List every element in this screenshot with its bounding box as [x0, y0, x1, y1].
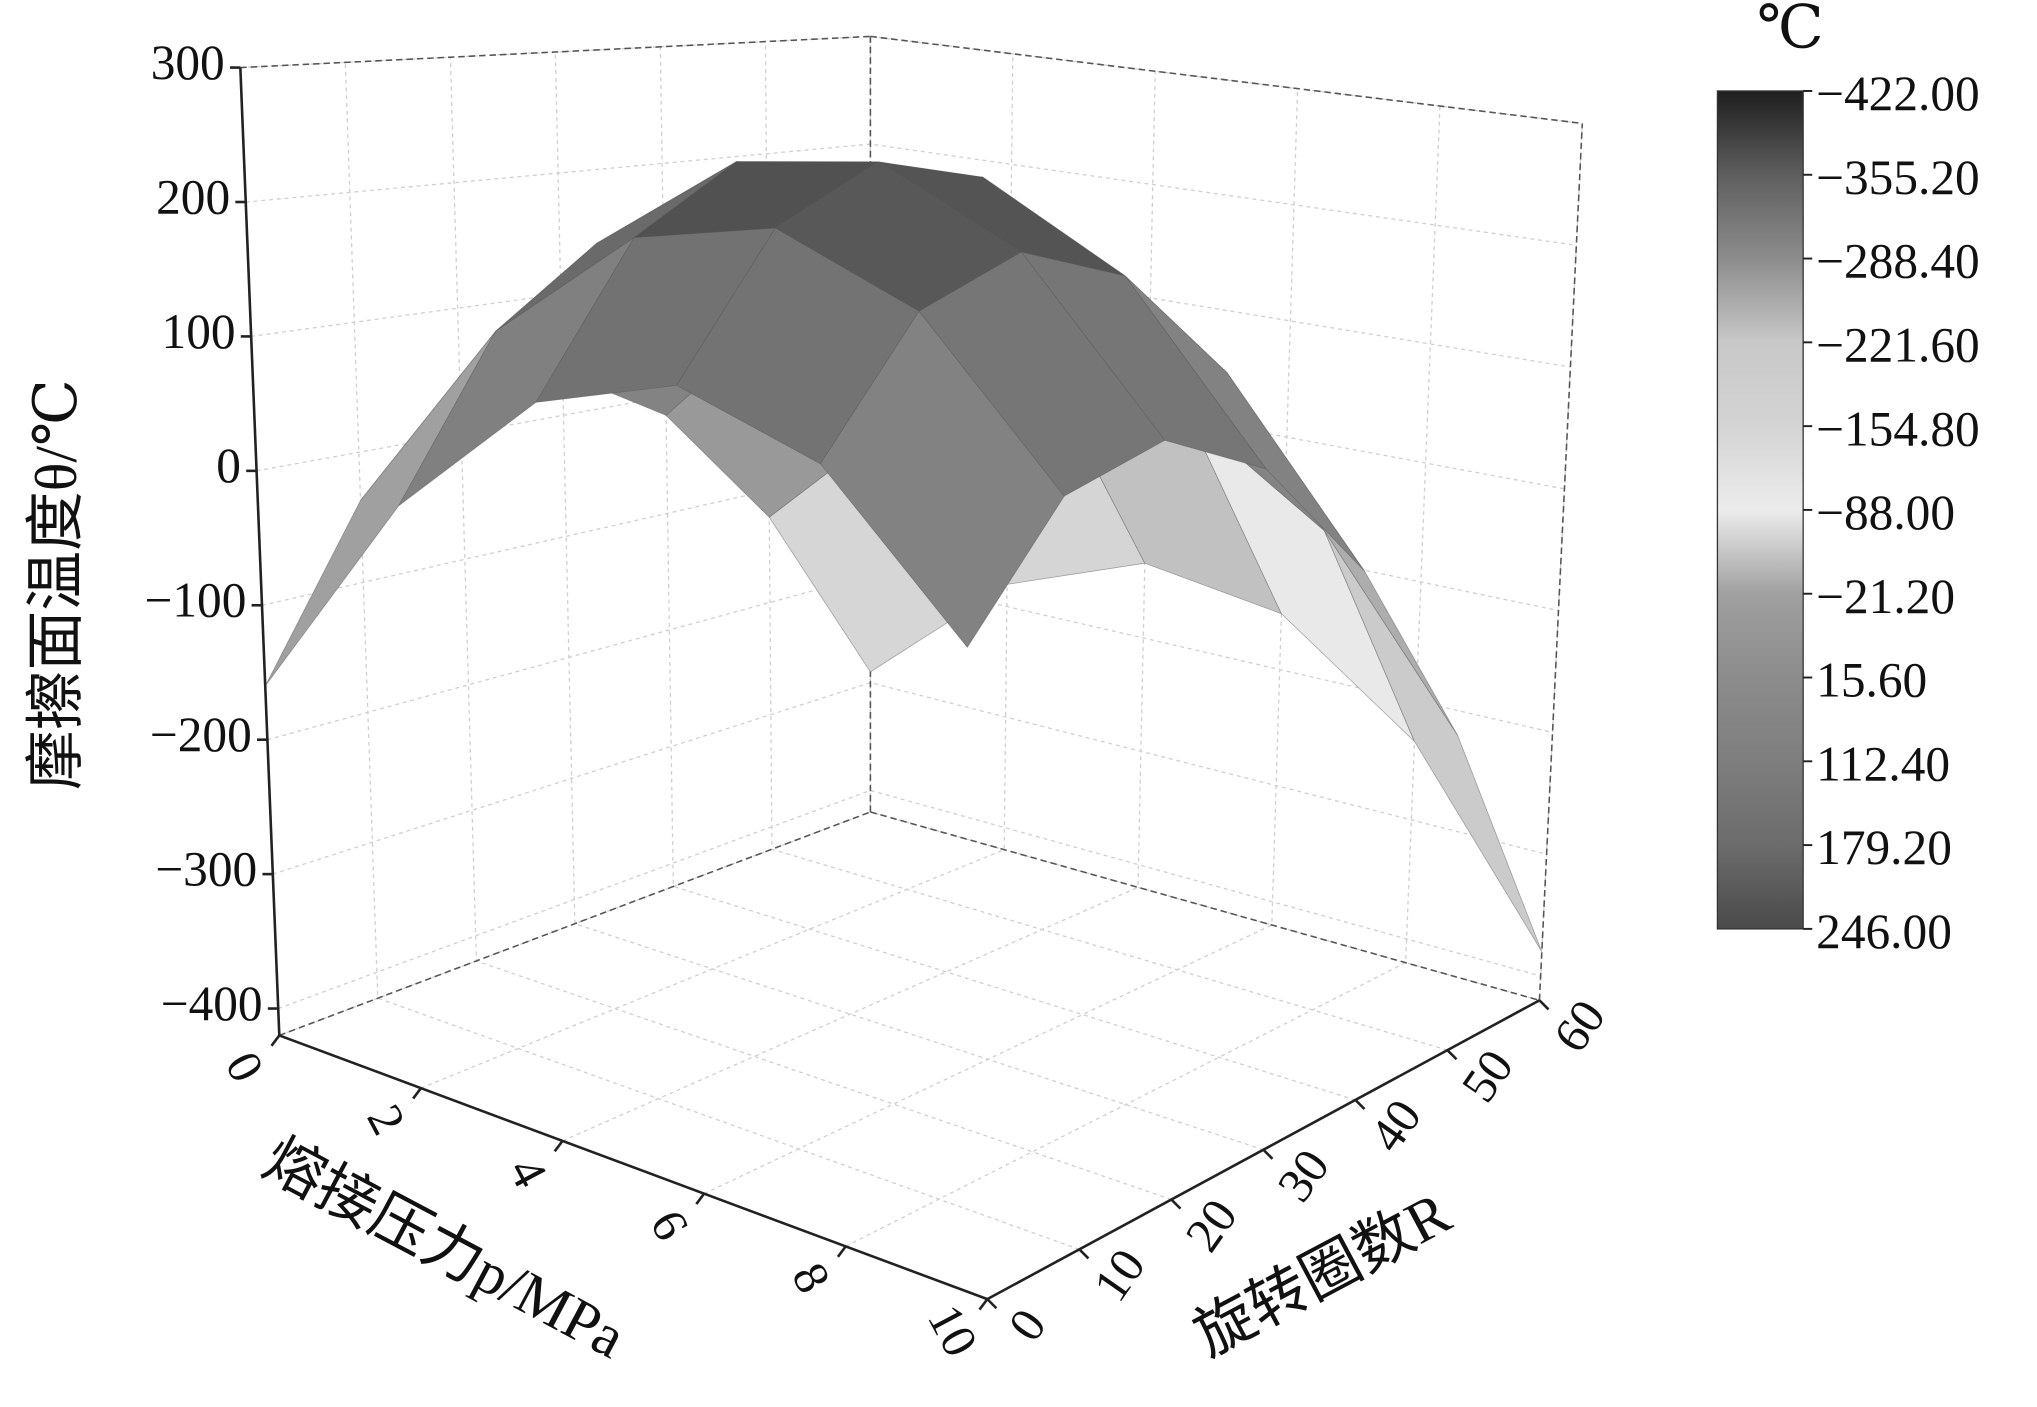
y-tick [1170, 1198, 1182, 1210]
surface [264, 161, 1543, 952]
grid-line [272, 682, 1547, 875]
colorbar-title: ℃ [1757, 0, 1824, 61]
surface-cell [1323, 530, 1543, 952]
box-edge [279, 811, 871, 1037]
colorbar-tick-label: −355.20 [1816, 150, 1980, 205]
y-tick [1538, 999, 1550, 1011]
z-tick-label: 300 [151, 35, 225, 90]
z-tick-label: 200 [156, 169, 230, 224]
y-tick [1446, 1049, 1458, 1061]
z-tick-label: 100 [162, 304, 236, 359]
x-axis [278, 1034, 988, 1301]
colorbar-tick-label: 15.60 [1816, 653, 1927, 708]
colorbar: −422.00 −355.20 −288.40 −221.60 −154.80 −88.0… [1716, 66, 1980, 959]
x-tick-label: 2 [356, 1096, 416, 1144]
colorbar-tick-label: −221.60 [1816, 317, 1980, 372]
z-tick-label: 0 [216, 438, 241, 493]
y-tick [1354, 1099, 1366, 1110]
y-tick [1262, 1148, 1274, 1160]
z-axis-label: 摩擦面温度θ/℃ [23, 379, 89, 790]
y-tick-label: 20 [1175, 1189, 1248, 1261]
colorbar-tick-label: −288.40 [1816, 234, 1980, 289]
y-tick-label: 30 [1267, 1139, 1340, 1211]
y-tick-label: 50 [1451, 1040, 1524, 1112]
colorbar-tick-label: −154.80 [1816, 401, 1980, 456]
y-tick [1078, 1248, 1090, 1260]
grid-line [278, 789, 1541, 1010]
x-tick-label: 4 [498, 1148, 558, 1196]
surface-cell [264, 331, 496, 687]
x-axis-label: 熔接压力p/MPa [253, 1125, 636, 1370]
x-tick-label: 0 [215, 1043, 275, 1091]
box-edge [870, 811, 1540, 1002]
x-tick-label: 10 [917, 1296, 989, 1365]
x-tick-label: 6 [640, 1201, 700, 1249]
y-tick [986, 1298, 998, 1310]
x-tick [412, 1087, 422, 1100]
box-edge [1538, 123, 1584, 1001]
x-tick-label: 8 [781, 1254, 841, 1302]
surface-cell [819, 310, 1065, 649]
colorbar-tick-label: −21.20 [1816, 569, 1955, 624]
box-edge [240, 35, 871, 69]
x-tick [270, 1034, 281, 1047]
x-tick [978, 1298, 989, 1311]
z-tick-label: −100 [145, 573, 247, 628]
x-tick [553, 1140, 564, 1153]
colorbar-tick-label: 112.40 [1816, 736, 1950, 791]
colorbar-tick-label: −422.00 [1816, 66, 1980, 121]
z-tick-label: −200 [150, 707, 252, 762]
y-tick-label: 60 [1543, 990, 1616, 1062]
y-tick-label: 0 [998, 1299, 1057, 1351]
x-tick [695, 1192, 706, 1205]
y-tick-label: 10 [1083, 1239, 1156, 1311]
box-edge [870, 35, 1583, 125]
grid-line [703, 88, 1299, 1195]
z-tick-label: −400 [161, 976, 263, 1031]
colorbar-gradient [1716, 90, 1804, 930]
colorbar-tick-label: 179.20 [1816, 820, 1952, 875]
y-tick-label: 40 [1359, 1090, 1432, 1162]
colorbar-tick-label: 246.00 [1816, 904, 1952, 959]
x-tick [836, 1245, 847, 1258]
z-tick-label: −300 [155, 841, 257, 896]
grid-line [240, 35, 1583, 125]
colorbar-tick-label: −88.00 [1816, 485, 1955, 540]
